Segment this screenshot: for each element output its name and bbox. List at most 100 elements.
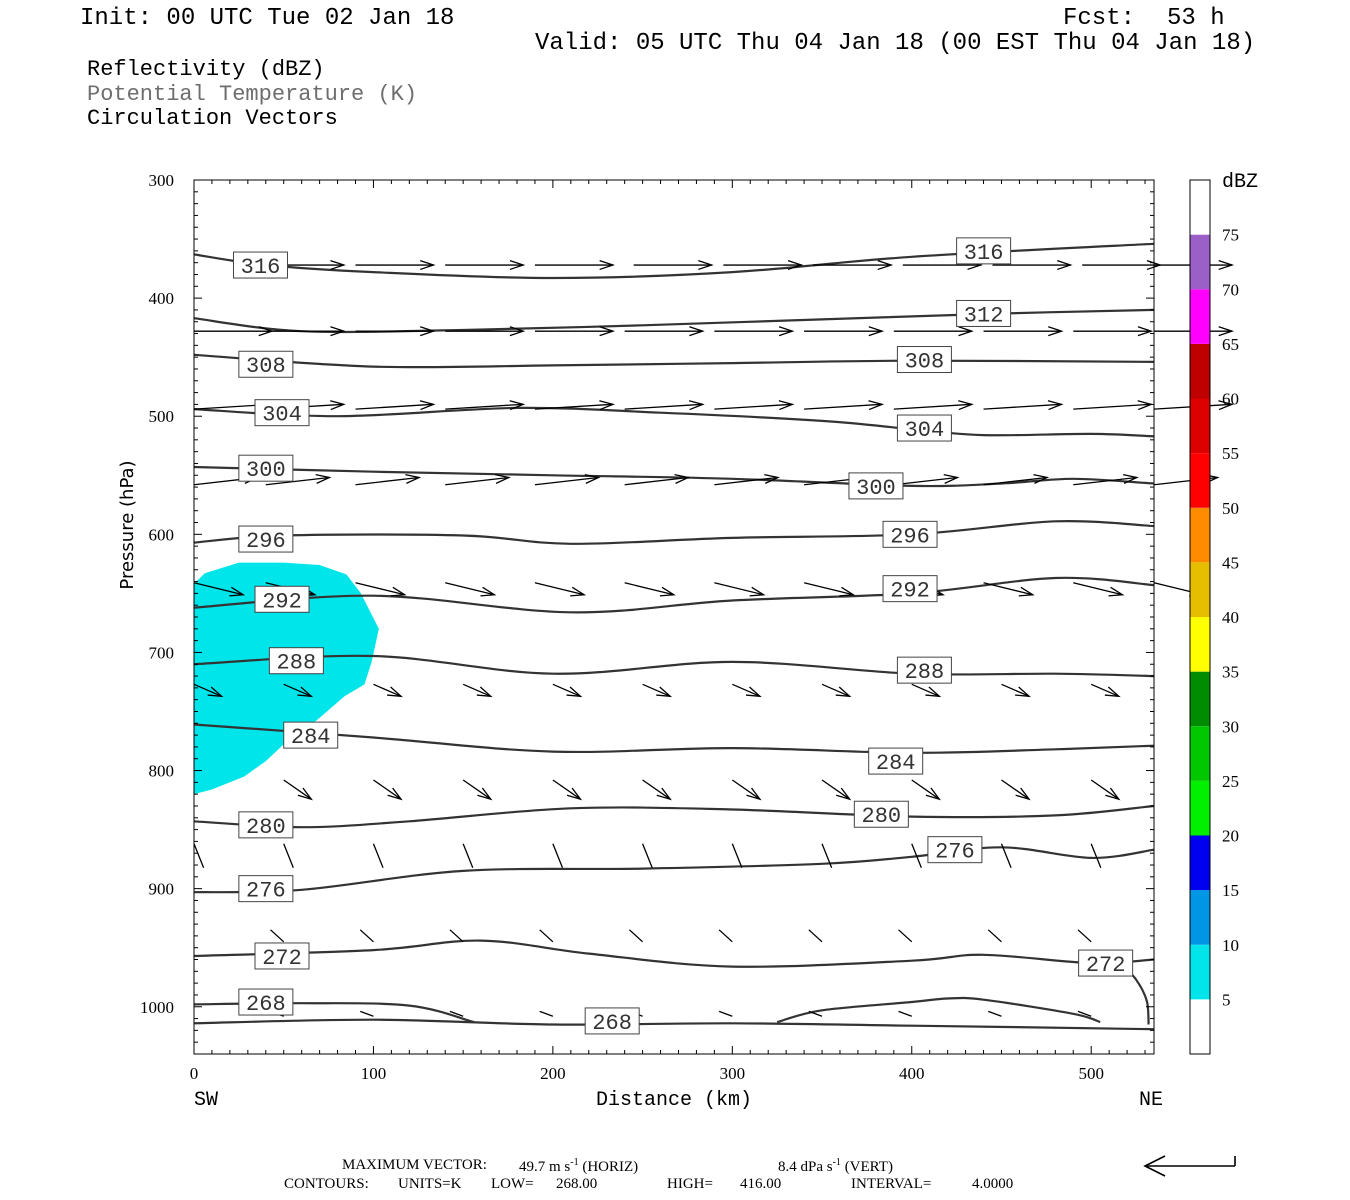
contour-label-text: 284	[876, 751, 916, 776]
contour-label-box	[896, 656, 952, 684]
vector-head	[674, 474, 691, 484]
vector-shaft	[911, 779, 940, 800]
contour-label-272: 272	[1078, 949, 1134, 978]
vector-head	[746, 787, 762, 801]
vector-head	[405, 474, 422, 484]
circulation-vector	[731, 843, 743, 869]
contour-label-text: 316	[964, 241, 1004, 266]
vector-shaft	[373, 683, 402, 697]
vector-head	[1015, 787, 1031, 801]
footer-interval-value: 4.0000	[972, 1176, 1014, 1192]
circulation-vector	[1090, 779, 1121, 801]
vector-shaft	[718, 929, 733, 943]
vector-head	[1218, 400, 1235, 411]
colorbar-label-55: 55	[1222, 444, 1239, 463]
colorbar-title: dBZ	[1222, 171, 1258, 194]
circulation-vector	[641, 843, 653, 869]
circulation-vector	[642, 683, 673, 698]
vector-shaft	[624, 476, 689, 486]
contour-label-box	[584, 1007, 640, 1035]
contour-label-text: 308	[246, 354, 286, 379]
vector-head	[566, 686, 583, 698]
circulation-vector	[270, 929, 285, 943]
vector-head	[390, 586, 407, 597]
vector-head	[494, 474, 511, 484]
vector-head	[599, 326, 616, 337]
colorbar-label-75: 75	[1222, 226, 1239, 245]
circulation-vector	[893, 326, 974, 337]
circulation-vector	[193, 582, 246, 597]
circulation-vector	[355, 326, 436, 337]
vector-shaft	[539, 1010, 554, 1017]
circulation-vector	[624, 582, 676, 597]
circulation-vector	[355, 400, 436, 411]
vector-head	[387, 787, 403, 801]
vector-shaft	[445, 582, 495, 596]
circulation-vector	[898, 1010, 912, 1017]
circulation-vector	[1077, 1010, 1092, 1017]
vector-head	[1123, 474, 1139, 484]
theta-contour-268	[776, 996, 1101, 1024]
contour-label-292: 292	[254, 585, 310, 614]
colorbar-segment-40	[1190, 562, 1210, 617]
circulation-vector	[1000, 843, 1012, 869]
vector-head	[419, 400, 436, 411]
contour-label-308: 308	[896, 346, 952, 375]
vector-head	[925, 787, 942, 801]
footer-low-value: 268.00	[556, 1176, 598, 1192]
contour-label-text: 284	[291, 725, 331, 750]
circulation-vector	[1073, 326, 1154, 337]
contour-label-text: 272	[262, 946, 302, 971]
field-reflectivity: Reflectivity (dBZ)	[87, 57, 325, 82]
contour-label-box	[254, 942, 310, 970]
contour-label-280: 280	[238, 811, 294, 840]
circulation-vector	[355, 260, 436, 271]
circulation-vector	[355, 474, 422, 486]
vector-shaft	[270, 929, 285, 943]
contour-label-box	[254, 399, 310, 427]
vector-shaft	[821, 843, 833, 869]
colorbar-segment-15	[1190, 835, 1210, 891]
vector-shaft	[628, 929, 644, 943]
vector-head	[745, 686, 762, 698]
colorbar-frame	[1189, 179, 1211, 1055]
y-tick-label-900: 900	[149, 880, 175, 899]
vector-head	[1218, 260, 1235, 271]
contour-label-box	[238, 988, 294, 1016]
contour-label-box	[882, 575, 938, 603]
contour-label-268: 268	[238, 988, 294, 1017]
reflectivity-layer	[194, 562, 379, 795]
contour-label-box	[848, 472, 904, 500]
vector-head	[599, 260, 616, 271]
circulation-vector	[552, 683, 583, 698]
vector-head	[1018, 586, 1035, 597]
circulation-vector	[714, 326, 795, 337]
vector-shaft	[1090, 683, 1120, 697]
vector-head	[698, 260, 714, 271]
circulation-vector	[718, 1010, 733, 1017]
circulation-vector	[988, 1010, 1002, 1017]
vector-head	[688, 400, 705, 411]
vector-head	[477, 787, 493, 801]
circulation-vector	[445, 582, 497, 597]
circulation-vector	[714, 400, 795, 411]
circulation-vector	[373, 779, 403, 801]
circulation-vector	[445, 326, 526, 337]
circulation-vector	[283, 843, 294, 869]
vector-head	[764, 474, 781, 484]
x-tick-label-300: 300	[720, 1064, 746, 1083]
circulation-vector	[821, 843, 833, 869]
x-tick-label-400: 400	[899, 1064, 925, 1083]
contour-label-304: 304	[896, 414, 952, 443]
contour-label-300: 300	[848, 472, 904, 501]
reference-vector-arrow	[1143, 1155, 1236, 1177]
vector-shaft	[983, 582, 1033, 596]
vector-head	[925, 686, 942, 698]
vector-head	[1105, 787, 1121, 801]
circulation-vector	[283, 683, 314, 698]
theta-contour-308	[193, 353, 1155, 369]
contour-label-text: 288	[905, 660, 945, 685]
contour-label-box	[232, 251, 288, 279]
vector-shaft	[987, 929, 1002, 943]
contour-label-296: 296	[238, 525, 294, 554]
